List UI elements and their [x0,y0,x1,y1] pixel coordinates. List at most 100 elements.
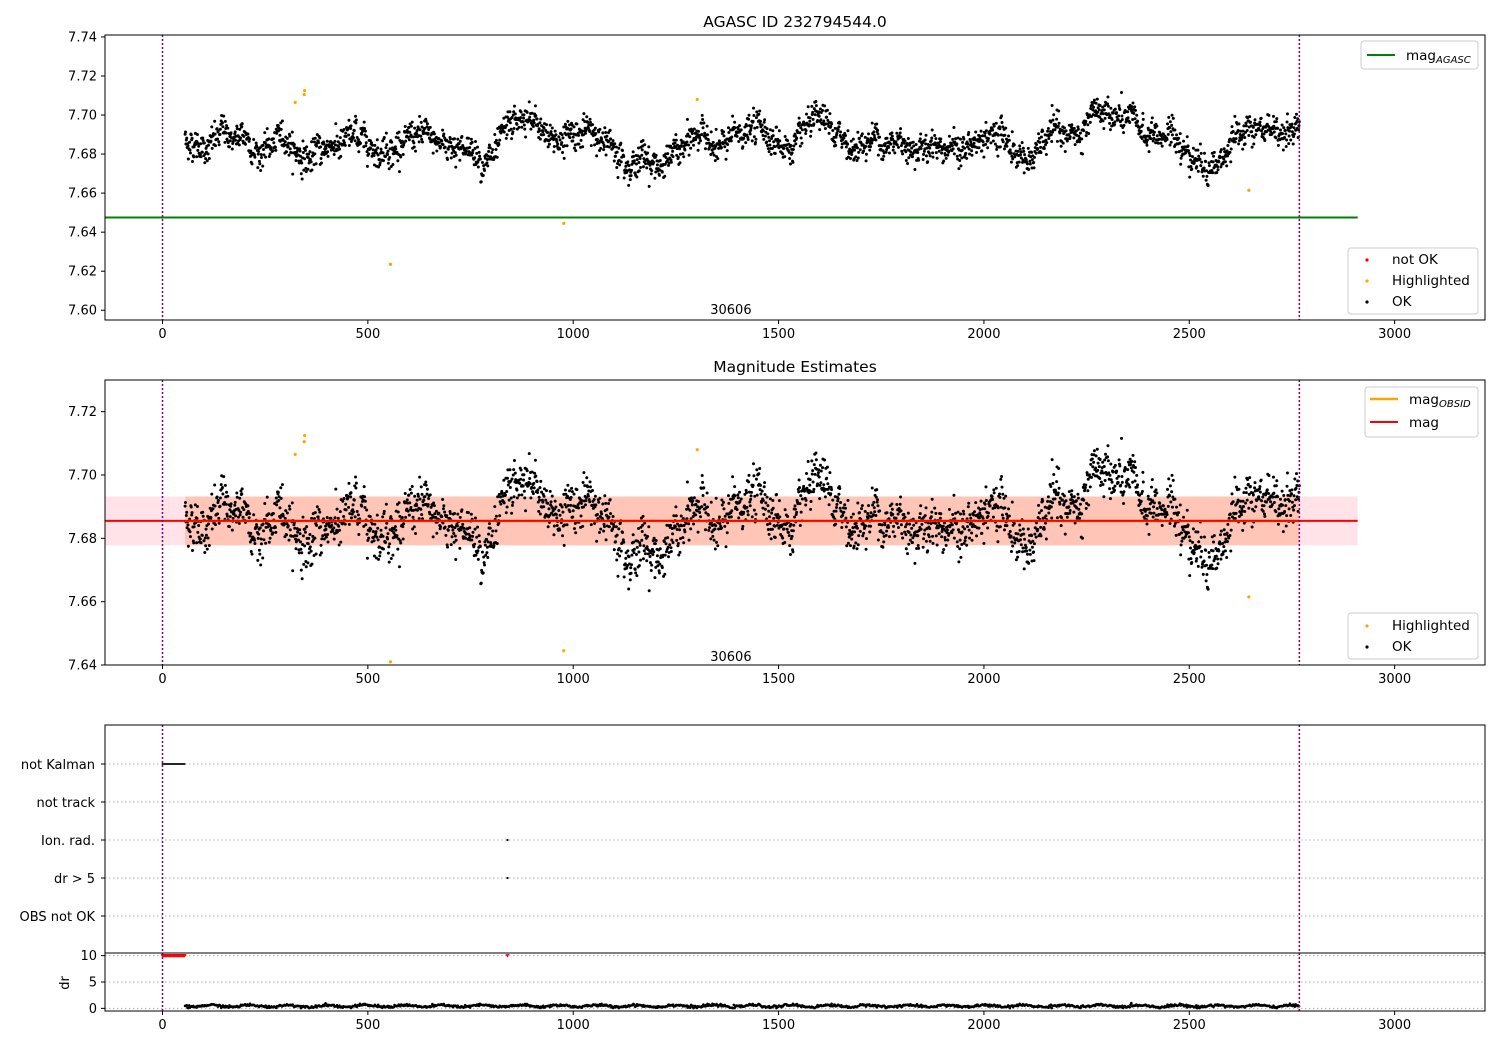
ok-point [1016,555,1020,559]
ok-point [458,515,462,519]
ok-point [641,523,645,527]
ok-point [619,549,623,553]
ok-point [499,495,503,499]
ok-point [807,491,811,495]
ok-point [876,153,880,157]
ok-point [568,123,572,127]
ok-point [663,174,667,178]
ok-point [1198,157,1202,161]
ok-point [819,118,823,122]
ok-point [855,146,859,150]
ok-point [819,469,823,473]
ok-point [307,152,311,156]
ok-point [225,514,229,518]
ok-point [892,524,896,528]
ok-point [741,145,745,149]
ok-point [326,533,330,537]
ok-point [450,151,454,155]
ok-point [825,115,829,119]
ok-point [737,139,741,143]
ok-point [1083,485,1087,489]
ok-point [766,504,770,508]
ok-point [840,526,844,530]
ok-point [1050,104,1054,108]
ok-point [1045,141,1049,145]
ok-point [851,145,855,149]
ok-point [547,507,551,511]
ok-point [217,516,221,520]
ok-point [454,165,458,169]
ok-point [1113,122,1117,126]
ok-point [335,134,339,138]
ok-point [676,522,680,526]
ok-point [964,535,968,539]
ok-point [1009,151,1013,155]
ok-point [904,159,908,163]
ok-point [632,551,636,555]
ok-point [1147,134,1151,138]
ok-point [769,152,773,156]
ok-point [905,522,909,526]
ok-point [899,509,903,513]
ok-point [636,539,640,543]
ok-point [375,535,379,539]
ok-point [1281,132,1285,136]
ok-point [1288,129,1291,133]
ok-point [967,501,971,505]
ok-point [275,503,279,507]
ok-point [735,134,739,138]
ok-point [378,161,382,165]
ok-point [254,141,258,145]
ok-point [748,132,752,136]
ok-point [557,135,561,139]
ok-point [986,526,990,530]
ok-point [504,136,508,140]
ok-point [298,528,302,532]
ok-point [317,508,321,512]
ok-point [534,474,538,478]
ok-point [310,168,314,172]
ok-point [692,496,696,500]
ok-point [634,552,638,556]
ok-point [195,541,199,545]
ok-point [758,109,762,113]
ok-point [681,140,685,144]
ok-point [247,139,251,143]
ok-point [641,514,645,518]
ok-point [593,494,597,498]
ok-point [561,150,565,154]
ok-point [1287,134,1291,138]
ok-point [727,501,731,505]
ok-point [450,535,454,539]
ok-point [834,522,838,526]
ok-point [538,486,542,490]
ok-point [307,551,311,555]
ok-point [897,526,900,530]
ok-point [864,537,868,541]
ok-point [248,540,252,544]
ok-point [505,505,509,509]
legend-highlighted-label: Highlighted [1392,273,1470,289]
ok-point [875,488,879,492]
ok-point [1008,529,1012,533]
ok-point [890,134,894,138]
ok-point [213,132,217,136]
ok-point [1023,537,1027,541]
ok-point [346,126,350,130]
ok-point [799,126,803,130]
ok-point [248,512,252,516]
ok-point [991,498,995,502]
ok-point [742,510,746,514]
ok-point [950,144,954,148]
ok-point [558,528,562,532]
ok-point [983,507,987,511]
ok-point [1236,129,1240,133]
ok-point [711,140,715,144]
ok-point [844,133,848,137]
ok-point [358,141,362,145]
ok-point [701,494,705,498]
ok-point [371,529,375,533]
ok-point [298,532,302,536]
ok-point [274,496,278,500]
ok-point [940,530,944,534]
